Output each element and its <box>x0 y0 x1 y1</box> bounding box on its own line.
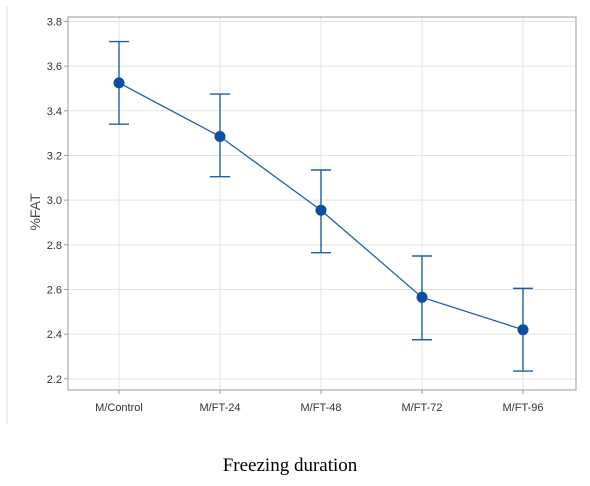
y-tick-label: 2.4 <box>47 329 62 341</box>
y-tick-label: 3.8 <box>47 16 62 28</box>
x-tick-label: M/FT-24 <box>200 402 241 414</box>
plot-frame <box>67 16 577 391</box>
line-chart: 2.2 2.4 2.6 2.8 3.0 3.2 3.4 3.6 3.8 M/Control M/F… <box>6 6 577 424</box>
y-tick-label: 3.6 <box>47 61 62 73</box>
y-axis: 2.2 2.4 2.6 2.8 3.0 3.2 3.4 3.6 3.8 <box>47 16 68 386</box>
data-point <box>315 204 327 216</box>
y-tick-label: 2.8 <box>47 240 62 252</box>
data-point <box>517 324 529 336</box>
chart-area: 2.2 2.4 2.6 2.8 3.0 3.2 3.4 3.6 3.8 M/Control M/F… <box>6 6 577 476</box>
x-tick-label: M/Control <box>95 402 143 414</box>
x-axis: M/Control M/FT-24 M/FT-48 M/FT-72 M/FT-96 <box>95 390 543 414</box>
y-axis-label: %FAT <box>27 193 43 231</box>
grid <box>68 17 576 390</box>
y-tick-label: 2.2 <box>47 374 62 386</box>
y-tick-label: 3.2 <box>47 150 62 162</box>
x-axis-label: Freezing duration <box>222 455 358 476</box>
data-point <box>214 130 226 142</box>
x-tick-label: M/FT-48 <box>301 402 342 414</box>
data-point <box>416 291 428 303</box>
series <box>109 40 533 372</box>
x-tick-label: M/FT-96 <box>503 402 544 414</box>
data-point <box>113 77 125 89</box>
x-tick-label: M/FT-72 <box>402 402 443 414</box>
y-tick-label: 2.6 <box>47 284 62 296</box>
y-tick-label: 3.0 <box>47 195 62 207</box>
y-tick-label: 3.4 <box>47 106 62 118</box>
